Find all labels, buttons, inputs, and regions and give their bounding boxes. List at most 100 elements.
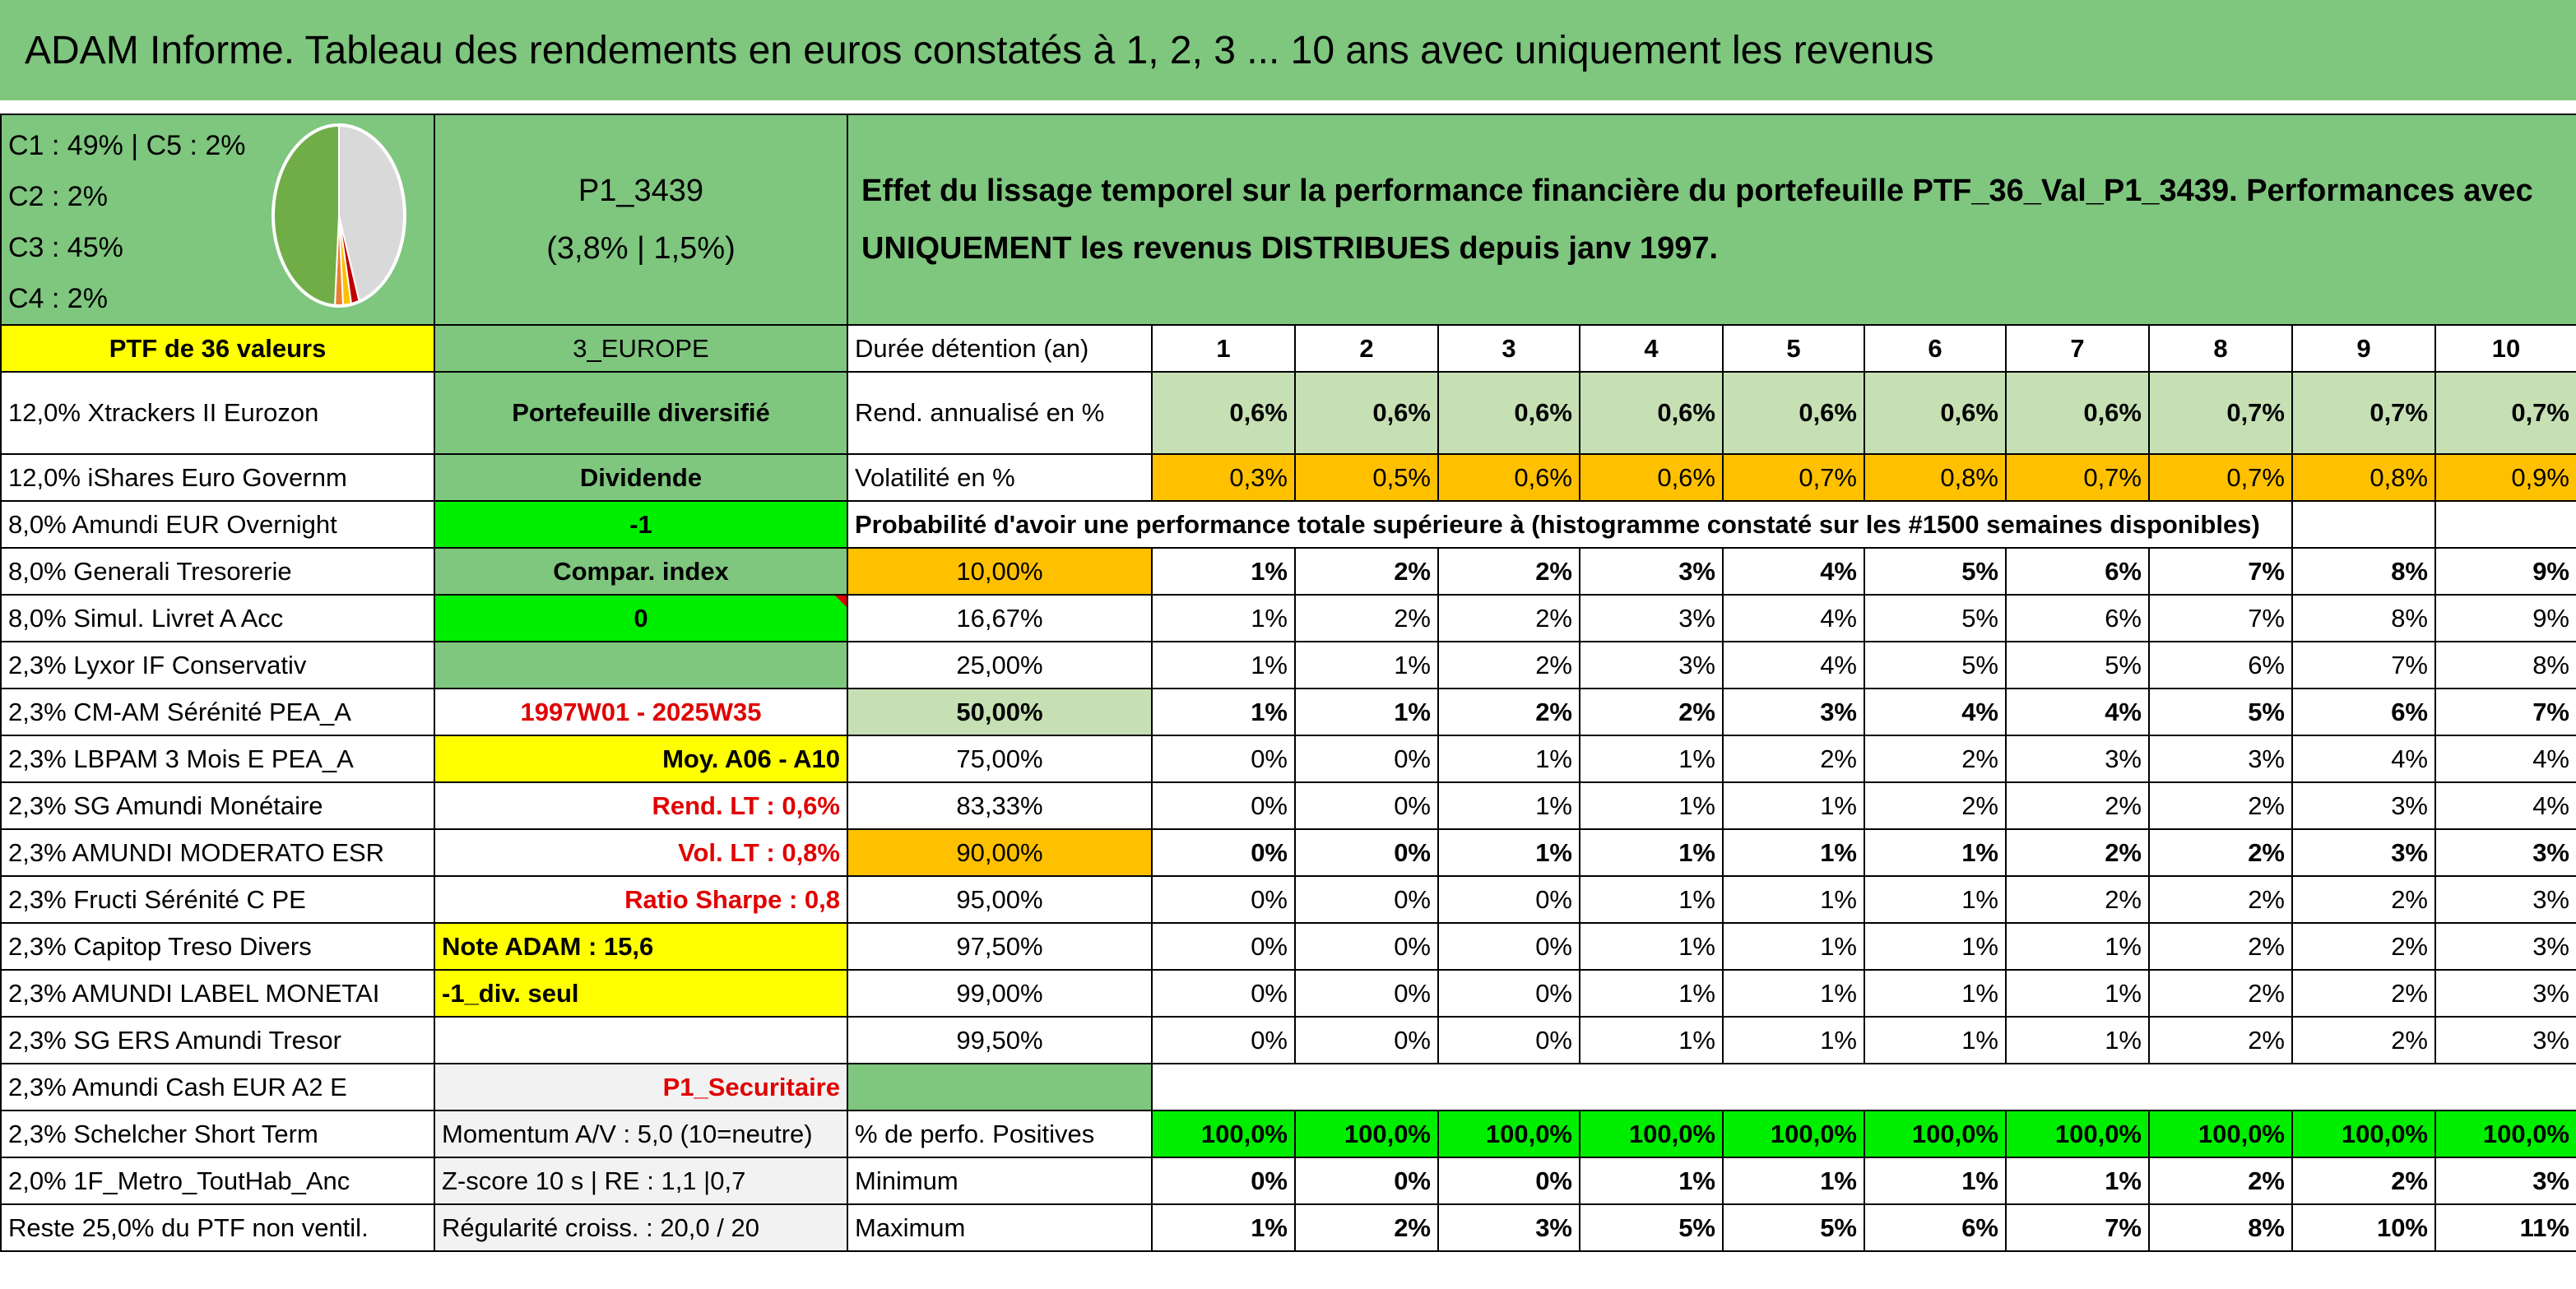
minimum-value: 2% <box>2291 1157 2436 1205</box>
percentile-value: 4% <box>1722 641 1865 689</box>
percentile-value: 1% <box>1579 735 1724 783</box>
rend-value: 0,6% <box>1864 371 2007 455</box>
info-cell: 0 <box>434 594 848 642</box>
empty-cell <box>847 1063 1153 1111</box>
duration-header: 1 <box>1151 324 1296 373</box>
percentile-value: 4% <box>1722 547 1865 596</box>
maximum-value: 7% <box>2005 1203 2150 1252</box>
table-row: 12,0% Xtrackers II Eurozon Portefeuille d… <box>0 371 2576 455</box>
vol-value: 0,6% <box>1437 453 1580 502</box>
percentile-value: 2% <box>1294 594 1439 642</box>
holding-item: 12,0% Xtrackers II Eurozon <box>0 371 435 455</box>
rend-value: 0,6% <box>1294 371 1439 455</box>
percentile-label: 95,00% <box>847 875 1153 924</box>
vol-value: 0,7% <box>2148 453 2293 502</box>
table-row: 2,3% CM-AM Sérénité PEA_A 1997W01 - 2025W… <box>0 688 2576 736</box>
portfolio-size-label: PTF de 36 valeurs <box>0 324 435 373</box>
percentile-value: 1% <box>1579 781 1724 830</box>
percentile-value: 8% <box>2434 641 2576 689</box>
percentile-value: 1% <box>2005 969 2150 1018</box>
positive-value: 100,0% <box>2291 1110 2436 1158</box>
percentile-value: 0% <box>1294 828 1439 877</box>
percentile-value: 1% <box>1864 1016 2007 1064</box>
duration-header: 8 <box>2148 324 2293 373</box>
rend-value: 0,7% <box>2434 371 2576 455</box>
info-cell: Vol. LT : 0,8% <box>434 828 848 877</box>
info-cell: Z-score 10 s | RE : 1,1 |0,7 <box>434 1157 848 1205</box>
holding-item: 2,3% Fructi Sérénité C PE <box>0 875 435 924</box>
percentile-value: 1% <box>1579 922 1724 971</box>
rend-label: Rend. annualisé en % <box>847 371 1153 455</box>
percentile-value: 3% <box>1579 641 1724 689</box>
duration-label: Durée détention (an) <box>847 324 1153 373</box>
maximum-value: 11% <box>2434 1203 2576 1252</box>
empty-cell <box>2434 500 2576 549</box>
percentile-value: 5% <box>2148 688 2293 736</box>
duration-header: 6 <box>1864 324 2007 373</box>
holding-item: 2,3% CM-AM Sérénité PEA_A <box>0 688 435 736</box>
duration-header: 3 <box>1437 324 1580 373</box>
probability-title: Probabilité d'avoir une performance tota… <box>847 500 2293 549</box>
table-row: 2,3% SG Amundi Monétaire Rend. LT : 0,6% 8… <box>0 781 2576 830</box>
info-cell: Portefeuille diversifié <box>434 371 848 455</box>
holding-item: Reste 25,0% du PTF non ventil. <box>0 1203 435 1252</box>
maximum-value: 6% <box>1864 1203 2007 1252</box>
percentile-label: 99,00% <box>847 969 1153 1018</box>
percentile-value: 0% <box>1294 875 1439 924</box>
rend-value: 0,7% <box>2291 371 2436 455</box>
minimum-value: 0% <box>1437 1157 1580 1205</box>
maximum-value: 5% <box>1722 1203 1865 1252</box>
percentile-value: 1% <box>1437 781 1580 830</box>
percentile-value: 2% <box>2005 781 2150 830</box>
table-row: 8,0% Generali Tresorerie Compar. index 10,… <box>0 547 2576 596</box>
percentile-value: 4% <box>2434 781 2576 830</box>
positive-value: 100,0% <box>2005 1110 2150 1158</box>
info-cell: Note ADAM : 15,6 <box>434 922 848 971</box>
percentile-value: 3% <box>1579 547 1724 596</box>
percentile-value: 0% <box>1437 1016 1580 1064</box>
percentile-value: 1% <box>1722 875 1865 924</box>
percentile-value: 1% <box>1722 1016 1865 1064</box>
table-row: 2,3% AMUNDI LABEL MONETAI -1_div. seul 99,… <box>0 969 2576 1018</box>
percentile-value: 2% <box>2148 781 2293 830</box>
percentile-value: 0% <box>1151 828 1296 877</box>
allocation-line: C3 : 45% <box>8 232 123 263</box>
info-cell: 3_EUROPE <box>434 324 848 373</box>
table-row: 2,3% Schelcher Short Term Momentum A/V : … <box>0 1110 2576 1158</box>
percentile-value: 1% <box>1579 828 1724 877</box>
percentile-value: 6% <box>2005 547 2150 596</box>
vol-value: 0,9% <box>2434 453 2576 502</box>
duration-header: 5 <box>1722 324 1865 373</box>
percentile-value: 1% <box>1722 781 1865 830</box>
percentile-value: 0% <box>1437 875 1580 924</box>
info-cell <box>434 1016 848 1064</box>
maximum-value: 5% <box>1579 1203 1724 1252</box>
allocation-line: C4 : 2% <box>8 283 108 314</box>
percentile-value: 1% <box>1579 1016 1724 1064</box>
percentile-value: 0% <box>1151 922 1296 971</box>
info-cell: -1 <box>434 500 848 549</box>
percentile-value: 3% <box>2434 922 2576 971</box>
maximum-label: Maximum <box>847 1203 1153 1252</box>
percentile-value: 0% <box>1151 781 1296 830</box>
percentile-value: 8% <box>2291 547 2436 596</box>
rend-value: 0,7% <box>2148 371 2293 455</box>
percentile-value: 4% <box>2434 735 2576 783</box>
description-cell: Effet du lissage temporel sur la perform… <box>847 114 2576 326</box>
table-row: 2,3% Capitop Treso Divers Note ADAM : 15,… <box>0 922 2576 971</box>
percentile-value: 4% <box>2291 735 2436 783</box>
vol-value: 0,8% <box>2291 453 2436 502</box>
allocation-cell: C1 : 49% | C5 : 2% C2 : 2% C3 : 45% C4 : 2% <box>0 114 435 326</box>
table-row: 2,3% SG ERS Amundi Tresor 99,50% 0% 0% 0% 1% 1… <box>0 1016 2576 1064</box>
percentile-label: 97,50% <box>847 922 1153 971</box>
percentile-value: 2% <box>1579 688 1724 736</box>
percentile-value: 1% <box>1294 688 1439 736</box>
rend-value: 0,6% <box>1579 371 1724 455</box>
minimum-value: 2% <box>2148 1157 2293 1205</box>
table-row: PTF de 36 valeurs 3_EUROPE Durée détention… <box>0 324 2576 373</box>
maximum-value: 1% <box>1151 1203 1296 1252</box>
percentile-value: 4% <box>2005 688 2150 736</box>
table-row: 2,3% Fructi Sérénité C PE Ratio Sharpe : … <box>0 875 2576 924</box>
percentile-value: 2% <box>2148 922 2293 971</box>
holding-item: 2,3% Capitop Treso Divers <box>0 922 435 971</box>
